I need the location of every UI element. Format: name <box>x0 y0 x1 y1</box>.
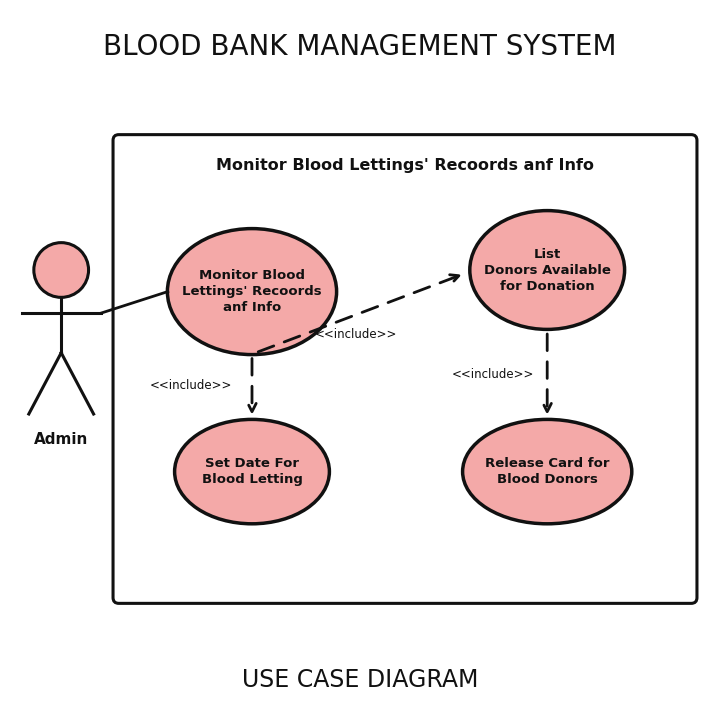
Text: <<include>>: <<include>> <box>452 368 534 381</box>
Text: List
Donors Available
for Donation: List Donors Available for Donation <box>484 248 611 292</box>
Ellipse shape <box>167 229 336 355</box>
Circle shape <box>34 243 89 297</box>
Text: BLOOD BANK MANAGEMENT SYSTEM: BLOOD BANK MANAGEMENT SYSTEM <box>103 33 617 60</box>
FancyBboxPatch shape <box>113 135 697 603</box>
Text: Set Date For
Blood Letting: Set Date For Blood Letting <box>202 457 302 486</box>
Text: <<include>>: <<include>> <box>315 328 397 341</box>
Text: <<include>>: <<include>> <box>150 379 232 392</box>
Text: USE CASE DIAGRAM: USE CASE DIAGRAM <box>242 668 478 693</box>
Text: Monitor Blood
Lettings' Recoords
anf Info: Monitor Blood Lettings' Recoords anf Inf… <box>182 269 322 314</box>
Text: Monitor Blood Lettings' Recoords anf Info: Monitor Blood Lettings' Recoords anf Inf… <box>216 158 594 173</box>
Ellipse shape <box>463 419 632 524</box>
Text: Release Card for
Blood Donors: Release Card for Blood Donors <box>485 457 609 486</box>
Text: Admin: Admin <box>34 432 89 446</box>
Ellipse shape <box>470 210 625 329</box>
Ellipse shape <box>174 419 329 524</box>
